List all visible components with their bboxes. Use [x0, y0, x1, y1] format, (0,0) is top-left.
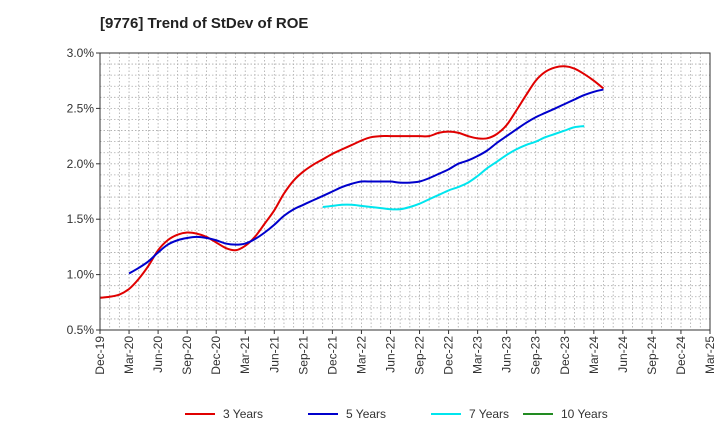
x-tick-label: Dec-22: [442, 336, 456, 375]
x-tick-label: Jun-21: [267, 336, 281, 373]
x-tick-label: Jun-20: [151, 336, 165, 373]
x-tick-label: Dec-21: [325, 336, 339, 375]
x-tick-label: Sep-23: [529, 336, 543, 375]
legend-label: 10 Years: [561, 407, 608, 421]
y-tick-label: 2.0%: [67, 157, 95, 171]
x-tick-label: Dec-20: [209, 336, 223, 375]
legend-label: 3 Years: [223, 407, 263, 421]
x-tick-label: Jun-23: [500, 336, 514, 373]
y-tick-label: 1.0%: [67, 268, 95, 282]
x-tick-label: Mar-22: [354, 336, 368, 374]
x-tick-label: Mar-21: [238, 336, 252, 374]
legend-label: 5 Years: [346, 407, 386, 421]
x-tick-label: Dec-24: [674, 336, 688, 375]
x-tick-label: Mar-24: [587, 336, 601, 374]
x-tick-label: Jun-24: [616, 336, 630, 373]
x-axis-ticks: Dec-19 Mar-20 Jun-20 Sep-20 Dec-20 Mar-21 Jun-…: [93, 330, 717, 375]
x-tick-label: Sep-21: [296, 336, 310, 375]
x-tick-label: Mar-25: [703, 336, 717, 374]
x-tick-label: Mar-20: [122, 336, 136, 374]
x-tick-label: Mar-23: [471, 336, 485, 374]
legend: 3 Years 5 Years 7 Years 10 Years: [185, 407, 608, 421]
y-tick-label: 3.0%: [67, 46, 95, 60]
x-tick-label: Dec-23: [558, 336, 572, 375]
y-tick-label: 1.5%: [67, 212, 95, 226]
chart-title: [9776] Trend of StDev of ROE: [100, 15, 308, 32]
series-line-1: [99, 65, 605, 299]
y-axis-ticks: 0.5% 1.0% 1.5% 2.0% 2.5% 3.0%: [67, 46, 100, 337]
plot-area: [99, 52, 711, 331]
x-tick-label: Sep-20: [180, 336, 194, 375]
series-line-3: [322, 125, 585, 211]
y-tick-label: 0.5%: [67, 323, 95, 337]
series-line-2: [128, 88, 604, 275]
x-tick-label: Dec-19: [93, 336, 107, 375]
x-tick-label: Sep-22: [413, 336, 427, 375]
y-tick-label: 2.5%: [67, 101, 95, 115]
x-tick-label: Jun-22: [383, 336, 397, 373]
legend-label: 7 Years: [469, 407, 509, 421]
series-lines: [99, 65, 605, 299]
x-tick-label: Sep-24: [645, 336, 659, 375]
grid-lines: [100, 53, 710, 330]
